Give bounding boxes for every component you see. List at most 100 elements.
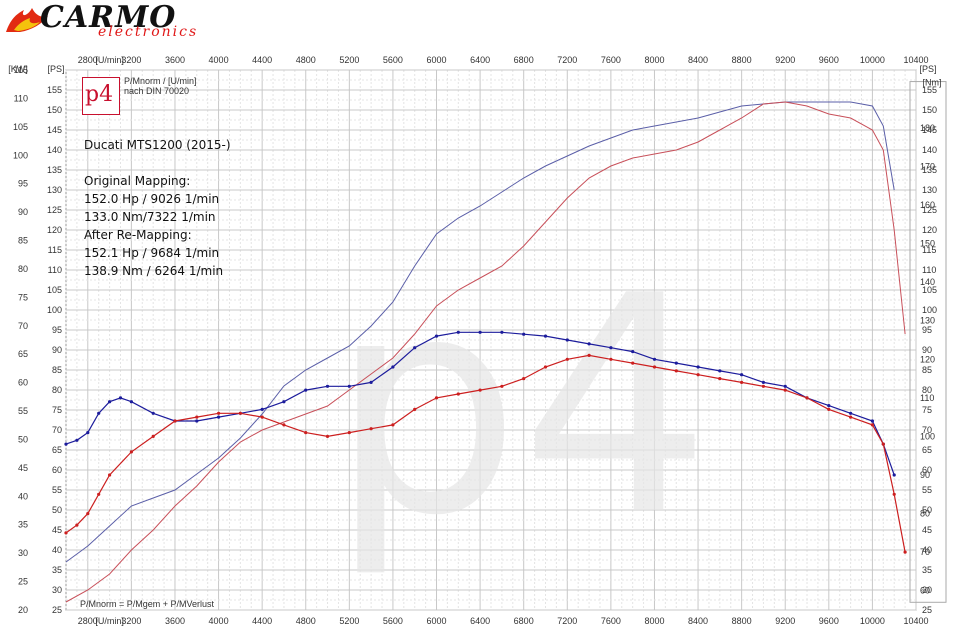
ps-tick-label-left: 30 — [52, 585, 62, 595]
torque-point-3 — [565, 357, 569, 361]
nm-tick-label: 90 — [920, 470, 930, 480]
ps-tick-label-right: 120 — [922, 225, 937, 235]
x-tick-label-bottom: 8000 — [644, 616, 664, 626]
torque-point-3 — [652, 365, 657, 369]
x-tick-label-top: 8400 — [688, 55, 708, 65]
formula-caption: P/Mnorm = P/Mgem + P/MVerlust — [80, 599, 215, 609]
kw-tick-label: 55 — [18, 406, 28, 416]
ps-tick-label-right: 60 — [922, 465, 932, 475]
ps-tick-label-left: 125 — [47, 205, 62, 215]
remap-torque: 138.9 Nm / 6264 1/min — [84, 264, 224, 278]
torque-point-3 — [238, 411, 242, 415]
nm-tick-label: 130 — [920, 316, 935, 326]
torque-point-2 — [260, 407, 264, 411]
x-tick-label-bottom: 3200 — [121, 616, 141, 626]
torque-point-2 — [587, 342, 591, 346]
x-tick-label-bottom: 7600 — [601, 616, 621, 626]
badge-line1: P/Mnorm / [U/min] — [124, 76, 197, 86]
ps-tick-label-right: 125 — [922, 205, 937, 215]
torque-point-2 — [369, 380, 373, 384]
kw-tick-label: 75 — [18, 292, 28, 302]
ps-axis-label-left: [PS] — [47, 64, 64, 74]
x-tick-label-bottom: 9600 — [819, 616, 839, 626]
x-tick-label-bottom: 7200 — [557, 616, 577, 626]
kw-tick-label: 70 — [18, 321, 28, 331]
x-tick-label-top: 7600 — [601, 55, 621, 65]
ps-tick-label-right: 75 — [922, 405, 932, 415]
ps-tick-label-left: 50 — [52, 505, 62, 515]
torque-point-2 — [413, 346, 417, 350]
torque-point-3 — [903, 550, 907, 554]
ps-tick-label-left: 90 — [52, 345, 62, 355]
watermark: p4 — [330, 232, 711, 581]
torque-point-3 — [413, 407, 417, 411]
ps-tick-label-left: 35 — [52, 565, 62, 575]
chart-axes: 2800 2800 3200 3200 3600 3600 4000 4000 4400 4400… — [8, 55, 947, 626]
torque-point-3 — [456, 392, 460, 396]
torque-point-3 — [783, 388, 787, 392]
torque-point-3 — [86, 511, 90, 516]
kw-tick-label: 45 — [18, 463, 28, 473]
ps-tick-label-right: 140 — [922, 145, 937, 155]
ps-tick-label-left: 135 — [47, 165, 62, 175]
ps-tick-label-left: 40 — [52, 545, 62, 555]
torque-point-3 — [347, 431, 351, 435]
torque-point-3 — [849, 415, 853, 419]
nm-axis-box — [909, 81, 947, 603]
ps-tick-label-right: 110 — [922, 265, 936, 275]
torque-point-2 — [522, 332, 526, 336]
torque-point-2 — [86, 431, 90, 435]
ps-tick-label-right: 45 — [922, 525, 932, 535]
torque-point-2 — [64, 442, 68, 446]
power-curve-1 — [65, 101, 906, 603]
torque-point-2 — [565, 338, 569, 342]
nm-tick-label: 140 — [920, 277, 935, 287]
torque-point-2 — [849, 411, 853, 415]
torque-point-3 — [75, 523, 79, 527]
torque-point-2 — [217, 415, 221, 419]
x-tick-label-top: 5200 — [339, 55, 359, 65]
torque-point-3 — [761, 384, 766, 388]
torque-point-3 — [881, 442, 885, 446]
torque-point-2 — [652, 357, 657, 361]
torque-point-2 — [434, 334, 439, 338]
torque-point-3 — [696, 373, 700, 377]
torque-point-3 — [718, 377, 722, 381]
kw-tick-label: 110 — [14, 93, 28, 103]
kw-tick-label: 50 — [18, 434, 28, 444]
torque-point-2 — [500, 330, 504, 334]
kw-tick-label: 25 — [18, 577, 28, 587]
kw-tick-label: 80 — [18, 264, 28, 274]
p4-badge: p4 — [82, 77, 120, 115]
torque-point-2 — [456, 330, 460, 334]
x-tick-label-top: 2800 — [78, 55, 98, 65]
torque-point-2 — [631, 350, 635, 354]
kw-tick-label: 115 — [14, 65, 28, 75]
ps-tick-label-left: 95 — [52, 325, 62, 335]
ps-tick-label-left: 75 — [52, 405, 62, 415]
x-tick-label-bottom: 4400 — [252, 616, 272, 626]
kw-tick-label: 85 — [18, 236, 28, 246]
torque-point-2 — [108, 400, 112, 404]
torque-point-2 — [543, 334, 548, 338]
kw-tick-label: 90 — [18, 207, 28, 217]
torque-point-2 — [674, 361, 678, 365]
torque-point-2 — [761, 380, 766, 384]
ps-tick-label-left: 25 — [52, 605, 62, 615]
torque-point-3 — [391, 423, 395, 427]
ps-tick-label-left: 155 — [47, 85, 62, 95]
torque-point-3 — [587, 353, 591, 357]
x-tick-label-bottom: 4000 — [209, 616, 229, 626]
kw-tick-label: 30 — [18, 548, 28, 558]
remap-heading: After Re-Mapping: — [84, 228, 192, 242]
ps-tick-label-right: 90 — [922, 345, 932, 355]
nm-tick-label: 80 — [920, 509, 930, 519]
torque-point-2 — [783, 384, 787, 388]
logo-subtitle: electronics — [98, 24, 199, 40]
torque-point-3 — [195, 415, 199, 419]
x-tick-label-bottom: 10000 — [860, 616, 885, 626]
x-tick-label-bottom: 5600 — [383, 616, 403, 626]
torque-point-2 — [97, 411, 101, 415]
torque-point-3 — [478, 388, 482, 392]
torque-point-3 — [282, 423, 286, 427]
